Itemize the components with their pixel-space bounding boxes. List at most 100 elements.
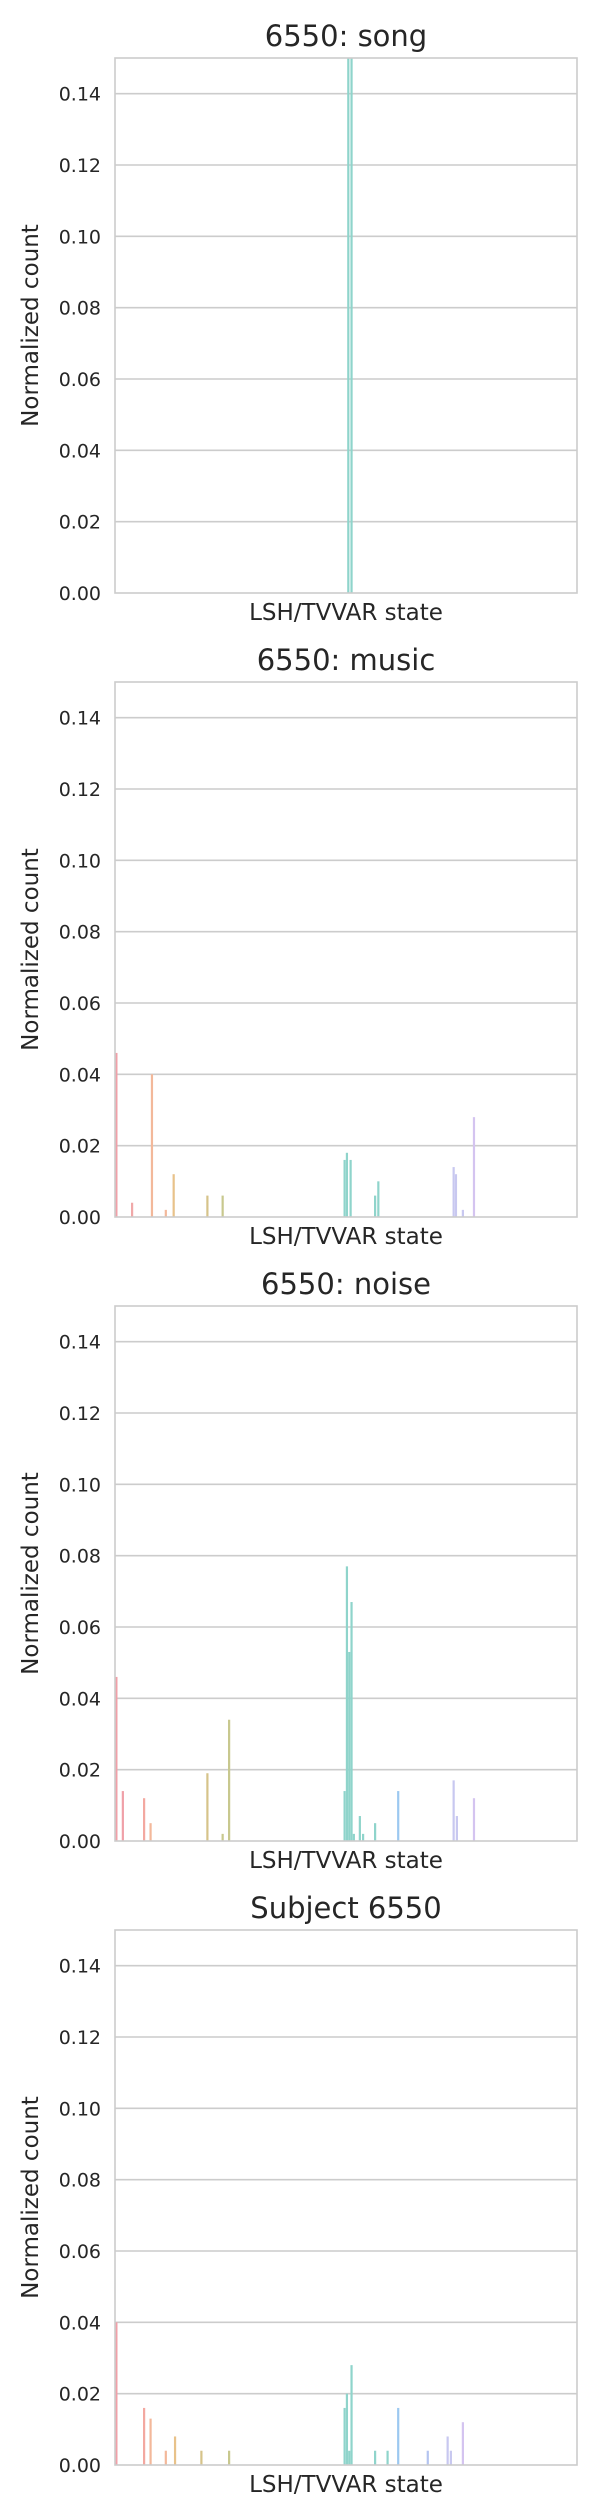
bar bbox=[361, 1833, 365, 1841]
bar bbox=[228, 1719, 231, 1841]
y-tick-label: 0.06 bbox=[59, 2241, 101, 2263]
y-tick-label: 0.02 bbox=[59, 1760, 101, 1782]
bar bbox=[149, 2418, 152, 2465]
bar bbox=[206, 1773, 209, 1841]
y-tick-label: 0.04 bbox=[59, 2312, 101, 2334]
bar bbox=[345, 1566, 349, 1841]
y-tick-label: 0.12 bbox=[59, 155, 101, 177]
bar bbox=[343, 1791, 346, 1841]
bar bbox=[449, 2450, 452, 2465]
bar bbox=[348, 1651, 351, 1841]
y-tick-label: 0.14 bbox=[59, 1332, 101, 1354]
bar bbox=[350, 1602, 353, 1841]
y-tick-label: 0.10 bbox=[59, 850, 101, 872]
bar bbox=[143, 1798, 146, 1841]
y-tick-label: 0.06 bbox=[59, 369, 101, 391]
bar bbox=[374, 1823, 377, 1841]
bar bbox=[173, 2436, 177, 2465]
y-tick-label: 0.14 bbox=[59, 1956, 101, 1978]
y-tick-label: 0.00 bbox=[59, 583, 101, 605]
chart-panel-2: 6550: music 0.00 0.02 0.04 0.06 0.08 0.10 0.12 0… bbox=[18, 643, 578, 1250]
bar bbox=[228, 2450, 231, 2465]
y-tick-label: 0.10 bbox=[59, 1474, 101, 1496]
bar bbox=[358, 1816, 361, 1841]
y-tick-label: 0.08 bbox=[59, 2170, 101, 2192]
bar bbox=[446, 2436, 449, 2465]
x-axis-label: LSH/TVVAR state bbox=[249, 2472, 443, 2498]
chart-title: 6550: music bbox=[257, 643, 436, 677]
bar bbox=[343, 1159, 346, 1217]
y-tick-label: 0.10 bbox=[59, 226, 101, 248]
bar bbox=[150, 1074, 154, 1217]
y-tick-label: 0.02 bbox=[59, 1136, 101, 1158]
y-tick-label: 0.12 bbox=[59, 779, 101, 801]
x-axis-label: LSH/TVVAR state bbox=[249, 1848, 443, 1874]
bar bbox=[349, 1159, 352, 1217]
y-tick-label: 0.00 bbox=[59, 2455, 101, 2477]
bar bbox=[343, 2407, 346, 2465]
bar bbox=[397, 1791, 400, 1841]
bar bbox=[345, 2393, 349, 2465]
y-axis-label: Normalized count bbox=[18, 224, 44, 427]
y-tick-label: 0.00 bbox=[59, 1831, 101, 1853]
chart-title: 6550: song bbox=[265, 19, 427, 53]
bar bbox=[377, 1181, 380, 1217]
y-tick-label: 0.04 bbox=[59, 1064, 101, 1086]
y-tick-label: 0.02 bbox=[59, 2384, 101, 2406]
y-tick-label: 0.08 bbox=[59, 298, 101, 320]
chart-title: 6550: noise bbox=[261, 1267, 431, 1301]
bar bbox=[352, 1833, 355, 1841]
bar bbox=[221, 1833, 224, 1841]
x-axis-label: LSH/TVVAR state bbox=[249, 1224, 443, 1250]
chart-panel-1: 6550: song 0.00 0.02 0.04 0.06 0.08 0.10 0.12 0.… bbox=[18, 19, 578, 626]
bar bbox=[143, 2407, 146, 2465]
x-axis-label: LSH/TVVAR state bbox=[249, 600, 443, 626]
chart-panel-4: Subject 6550 0.00 0.02 0.04 0.06 0.08 0.10 0.12… bbox=[18, 1891, 578, 2498]
y-axis-label: Normalized count bbox=[18, 848, 44, 1051]
bar bbox=[461, 2422, 464, 2465]
bar bbox=[221, 1195, 224, 1217]
y-tick-label: 0.14 bbox=[59, 84, 101, 106]
bar bbox=[206, 1195, 209, 1217]
plot-frame bbox=[114, 1305, 578, 1842]
bar bbox=[472, 1798, 476, 1841]
bar bbox=[164, 1209, 167, 1217]
bar bbox=[397, 2407, 400, 2465]
bar bbox=[347, 58, 350, 593]
chart-panel-3: 6550: noise 0.00 0.02 0.04 0.06 0.08 0.10 0.12 0… bbox=[18, 1267, 578, 1874]
y-tick-label: 0.12 bbox=[59, 1403, 101, 1425]
bar bbox=[121, 1791, 124, 1841]
bar bbox=[455, 1816, 458, 1841]
y-axis-label: Normalized count bbox=[18, 1472, 44, 1675]
bar bbox=[452, 1780, 455, 1841]
bar bbox=[461, 1209, 464, 1217]
bar bbox=[472, 1117, 476, 1217]
y-tick-label: 0.08 bbox=[59, 922, 101, 944]
y-tick-label: 0.08 bbox=[59, 1546, 101, 1568]
y-tick-label: 0.02 bbox=[59, 512, 101, 534]
y-axis-label: Normalized count bbox=[18, 2096, 44, 2299]
bar bbox=[172, 1174, 175, 1217]
bar bbox=[374, 1195, 377, 1217]
bar bbox=[350, 2365, 353, 2465]
bar bbox=[345, 1152, 349, 1217]
bar bbox=[350, 58, 353, 593]
plot-frame bbox=[114, 681, 578, 1218]
y-tick-label: 0.06 bbox=[59, 993, 101, 1015]
y-tick-label: 0.04 bbox=[59, 1688, 101, 1710]
bar bbox=[452, 1167, 455, 1217]
bar bbox=[164, 2450, 167, 2465]
plot-frame bbox=[114, 57, 578, 594]
y-tick-label: 0.06 bbox=[59, 1617, 101, 1639]
bar bbox=[149, 1823, 152, 1841]
bar bbox=[115, 2322, 118, 2465]
bar bbox=[115, 1052, 118, 1217]
y-tick-label: 0.14 bbox=[59, 708, 101, 730]
bar bbox=[426, 2450, 429, 2465]
chart-title: Subject 6550 bbox=[250, 1891, 441, 1925]
bar bbox=[374, 2450, 377, 2465]
bar bbox=[386, 2450, 389, 2465]
bar bbox=[130, 1202, 134, 1217]
